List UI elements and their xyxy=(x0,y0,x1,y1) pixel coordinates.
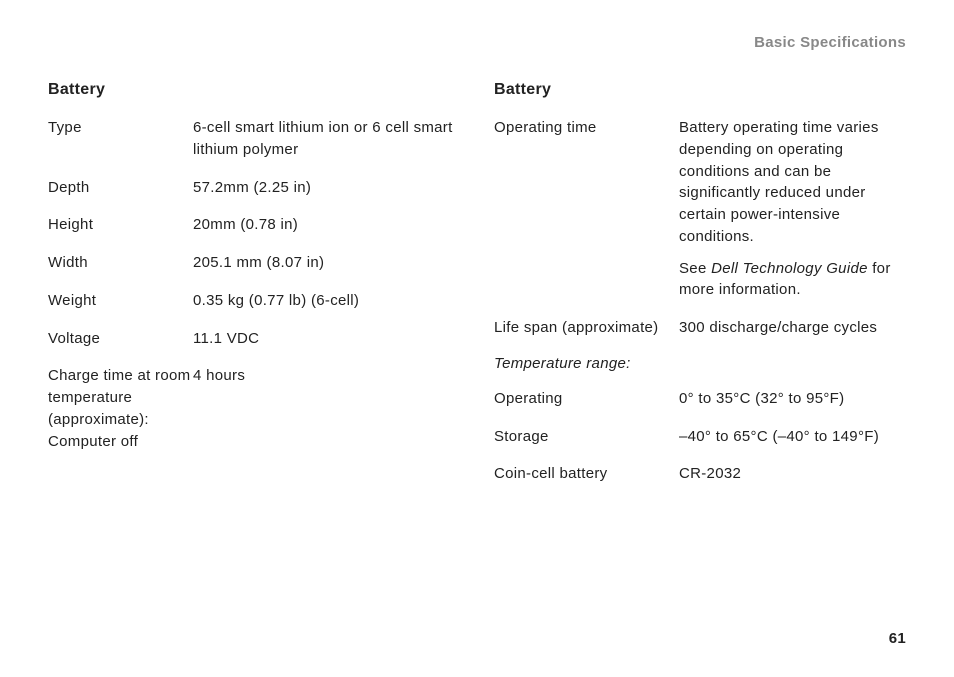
spec-value: 0.35 kg (0.77 lb) (6-cell) xyxy=(193,290,460,312)
spec-label: Life span (approximate) xyxy=(494,317,679,339)
spec-row: Storage –40° to 65°C (–40° to 149°F) xyxy=(494,426,906,448)
spec-row: Height 20mm (0.78 in) xyxy=(48,214,460,236)
spec-row: Coin-cell battery CR-2032 xyxy=(494,463,906,485)
section-title-right: Battery xyxy=(494,81,906,99)
spec-row: Charge time at room temperature (approxi… xyxy=(48,365,460,452)
spec-value: 6-cell smart lithium ion or 6 cell smart… xyxy=(193,117,460,161)
spec-label: Width xyxy=(48,252,193,274)
spec-label: Operating xyxy=(494,388,679,410)
spec-row: Voltage 11.1 VDC xyxy=(48,328,460,350)
spec-value: 300 discharge/charge cycles xyxy=(679,317,906,339)
temperature-range-header: Temperature range: xyxy=(494,355,906,372)
spec-row: Operating time Battery operating time va… xyxy=(494,117,906,301)
spec-label: Voltage xyxy=(48,328,193,350)
spec-label: Operating time xyxy=(494,117,679,301)
spec-value: 11.1 VDC xyxy=(193,328,460,350)
spec-row: Type 6-cell smart lithium ion or 6 cell … xyxy=(48,117,460,161)
spec-row: Weight 0.35 kg (0.77 lb) (6-cell) xyxy=(48,290,460,312)
section-title-left: Battery xyxy=(48,81,460,99)
spec-label: Type xyxy=(48,117,193,161)
spec-row: Width 205.1 mm (8.07 in) xyxy=(48,252,460,274)
spec-value: CR-2032 xyxy=(679,463,906,485)
spec-value: Battery operating time varies depending … xyxy=(679,117,906,301)
spec-value: 205.1 mm (8.07 in) xyxy=(193,252,460,274)
page-number: 61 xyxy=(889,630,906,647)
spec-row: Life span (approximate) 300 discharge/ch… xyxy=(494,317,906,339)
left-column: Battery Type 6-cell smart lithium ion or… xyxy=(48,81,460,501)
page: Basic Specifications Battery Type 6-cell… xyxy=(0,0,954,677)
spec-label: Weight xyxy=(48,290,193,312)
spec-value: 20mm (0.78 in) xyxy=(193,214,460,236)
operating-time-text: Battery operating time varies depending … xyxy=(679,117,906,248)
spec-row: Operating 0° to 35°C (32° to 95°F) xyxy=(494,388,906,410)
spec-value: –40° to 65°C (–40° to 149°F) xyxy=(679,426,906,448)
spec-value: 4 hours xyxy=(193,365,460,452)
spec-label: Storage xyxy=(494,426,679,448)
spec-value: 57.2mm (2.25 in) xyxy=(193,177,460,199)
see-prefix: See xyxy=(679,260,711,277)
spec-label: Height xyxy=(48,214,193,236)
right-column: Battery Operating time Battery operating… xyxy=(494,81,906,501)
spec-label: Charge time at room temperature (approxi… xyxy=(48,365,193,452)
columns: Battery Type 6-cell smart lithium ion or… xyxy=(48,81,906,501)
spec-row: Depth 57.2mm (2.25 in) xyxy=(48,177,460,199)
spec-label: Coin-cell battery xyxy=(494,463,679,485)
spec-label: Depth xyxy=(48,177,193,199)
page-header: Basic Specifications xyxy=(48,34,906,51)
operating-time-see: See Dell Technology Guide for more infor… xyxy=(679,258,906,302)
spec-value: 0° to 35°C (32° to 95°F) xyxy=(679,388,906,410)
see-italic: Dell Technology Guide xyxy=(711,260,868,277)
